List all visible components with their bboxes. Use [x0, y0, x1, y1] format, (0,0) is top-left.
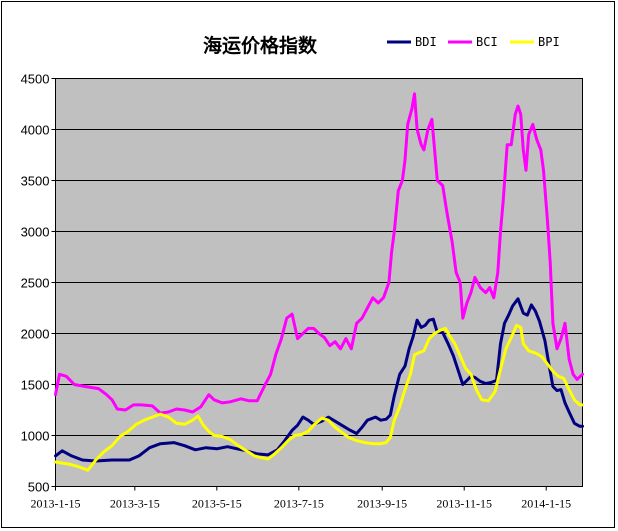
y-tick-label: 1000: [21, 429, 50, 444]
x-tick-label: 2013-5-15: [192, 497, 242, 511]
legend-label-bpi: BPI: [538, 35, 560, 49]
x-axis-ticks: 2013-1-15 2013-3-15 2013-5-15 2013-7-15 2013…: [31, 486, 571, 511]
y-tick-label: 3500: [21, 174, 50, 189]
y-tick-label: 1500: [21, 378, 50, 393]
legend-label-bci: BCI: [476, 35, 498, 49]
chart-title: 海运价格指数: [203, 34, 318, 57]
legend: BDI BCI BPI: [387, 35, 560, 49]
y-tick-label: 4500: [21, 72, 50, 87]
y-tick-label: 2500: [21, 276, 50, 291]
series-lines: [54, 92, 584, 472]
y-axis-ticks: 500 1000 1500 2000 2500 3000 3500 4000 4500: [21, 72, 56, 495]
y-tick-label: 3000: [21, 225, 50, 240]
x-tick-label: 2014-1-15: [521, 497, 571, 511]
x-tick-label: 2013-3-15: [110, 497, 160, 511]
x-tick-label: 2013-1-15: [31, 497, 81, 511]
y-tick-label: 500: [28, 480, 50, 495]
series-line-bdi: [54, 297, 584, 463]
legend-label-bdi: BDI: [415, 35, 437, 49]
gridlines: [55, 129, 583, 436]
series-line-bpi: [54, 323, 584, 472]
series-line-bci: [54, 92, 584, 415]
y-tick-label: 4000: [21, 123, 50, 138]
x-tick-label: 2013-11-15: [436, 497, 492, 511]
y-tick-label: 2000: [21, 327, 50, 342]
x-tick-label: 2013-7-15: [274, 497, 324, 511]
x-tick-label: 2013-9-15: [357, 497, 407, 511]
